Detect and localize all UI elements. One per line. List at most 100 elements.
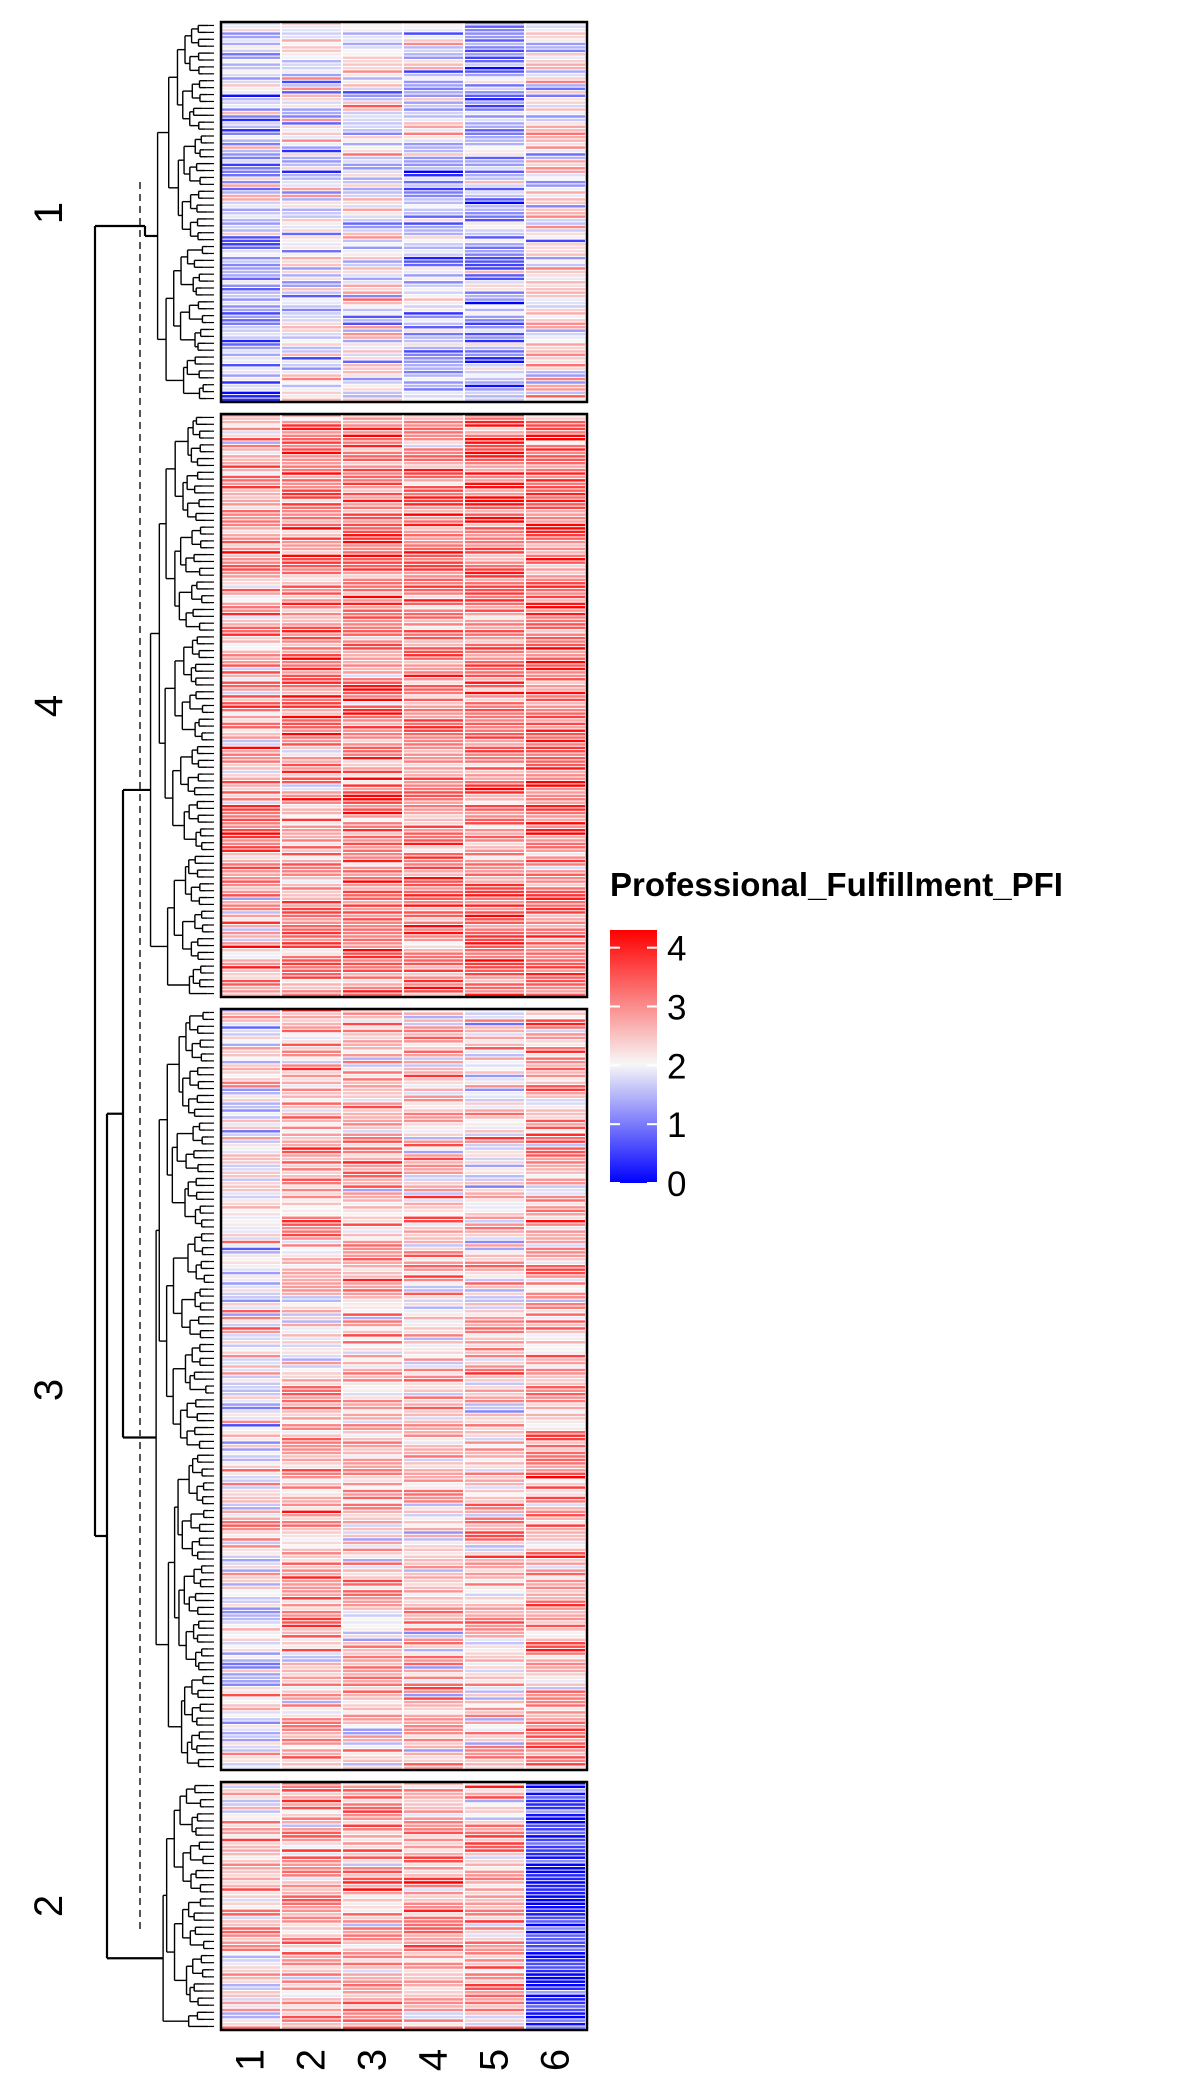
heatmap-cell [221,1645,280,1648]
heatmap-cell [221,28,280,32]
heatmap-cell [221,1891,280,1895]
heatmap-cell [404,983,463,986]
heatmap-cell [221,671,280,674]
heatmap-cell [343,1168,402,1171]
heatmap-cell [282,84,341,87]
heatmap-cell [343,839,402,842]
heatmap-cell [526,503,585,506]
heatmap-cell [221,312,280,315]
heatmap-cell [221,1994,280,1998]
heatmap-cell [343,1126,402,1130]
heatmap-cell [404,1434,463,1437]
heatmap-cell [221,753,280,756]
heatmap-cell [526,630,585,633]
heatmap-cell [343,326,402,329]
heatmap-cell [404,39,463,42]
heatmap-cell [465,1130,524,1133]
heatmap-cell [526,712,585,715]
heatmap-cell [221,931,280,935]
heatmap-cell [282,1799,341,1803]
heatmap-cell [526,616,585,619]
heatmap-cell [282,1462,341,1465]
heatmap-cell [282,1614,341,1617]
heatmap-cell [221,1482,280,1486]
heatmap-cell [404,42,463,46]
heatmap-cell [221,1673,280,1676]
heatmap-cell [221,1548,280,1552]
heatmap-cell [221,1752,280,1756]
heatmap-cell [465,1638,524,1642]
heatmap-cell [526,1119,585,1123]
heatmap-cell [404,1898,463,1902]
heatmap-cell [465,1358,524,1361]
heatmap-cell [465,585,524,588]
heatmap-cell [221,1053,280,1057]
heatmap-cell [526,1417,585,1420]
heatmap-cell [526,1012,585,1015]
heatmap-cell [221,1178,280,1181]
heatmap-cell [465,336,524,339]
heatmap-cell [343,1725,402,1728]
heatmap-cell [343,578,402,582]
heatmap-cell [404,1226,463,1230]
heatmap-cell [343,1789,402,1792]
heatmap-cell [343,1154,402,1157]
heatmap-cell [526,1358,585,1361]
heatmap-cell [404,1520,463,1524]
heatmap-cell [526,1545,585,1548]
heatmap-cell [526,142,585,146]
heatmap-cell [343,640,402,643]
heatmap-cell [404,496,463,499]
heatmap-cell [343,647,402,650]
heatmap-cell [526,626,585,630]
heatmap-cell [404,1906,463,1909]
heatmap-cell [465,2015,524,2019]
heatmap-cell [404,53,463,56]
heatmap-cell [404,1617,463,1621]
heatmap-cell [465,1092,524,1095]
heatmap-cell [221,1867,280,1870]
heatmap-cell [465,1693,524,1697]
heatmap-cell [282,924,341,928]
heatmap-cell [221,1136,280,1140]
heatmap-cell [282,1465,341,1469]
heatmap-cell [465,791,524,794]
heatmap-cell [526,1813,585,1817]
heatmap-cell [465,80,524,84]
heatmap-cell [404,1930,463,1934]
heatmap-cell [343,281,402,284]
heatmap-cell [221,1074,280,1078]
heatmap-cell [404,1275,463,1278]
heatmap-cell [526,1251,585,1254]
heatmap-cell [526,846,585,849]
heatmap-cell [343,568,402,571]
heatmap-cell [282,1962,341,1966]
heatmap-cell [221,132,280,135]
heatmap-cell [282,804,341,808]
heatmap-cell [343,1351,402,1354]
heatmap-cell [404,1123,463,1126]
heatmap-cell [526,1475,585,1479]
heatmap-cell [343,1482,402,1486]
heatmap-cell [282,388,341,391]
heatmap-cell [282,391,341,395]
heatmap-cell [343,897,402,900]
heatmap-cell [526,750,585,753]
heatmap-cell [526,218,585,222]
heatmap-cell [404,602,463,606]
heatmap-cell [282,229,341,232]
heatmap-cell [282,606,341,609]
heatmap-cell [221,1987,280,1991]
heatmap-cell [221,73,280,77]
heatmap-cell [282,1514,341,1517]
heatmap-cell [465,1803,524,1806]
heatmap-cell [282,1247,341,1251]
heatmap-cell [343,1375,402,1379]
heatmap-cell [343,1479,402,1482]
heatmap-cell [465,1810,524,1813]
heatmap-cell [221,894,280,897]
heatmap-cell [404,444,463,448]
heatmap-cell [282,1937,341,1941]
heatmap-cell [526,760,585,763]
heatmap-cell [404,1022,463,1026]
